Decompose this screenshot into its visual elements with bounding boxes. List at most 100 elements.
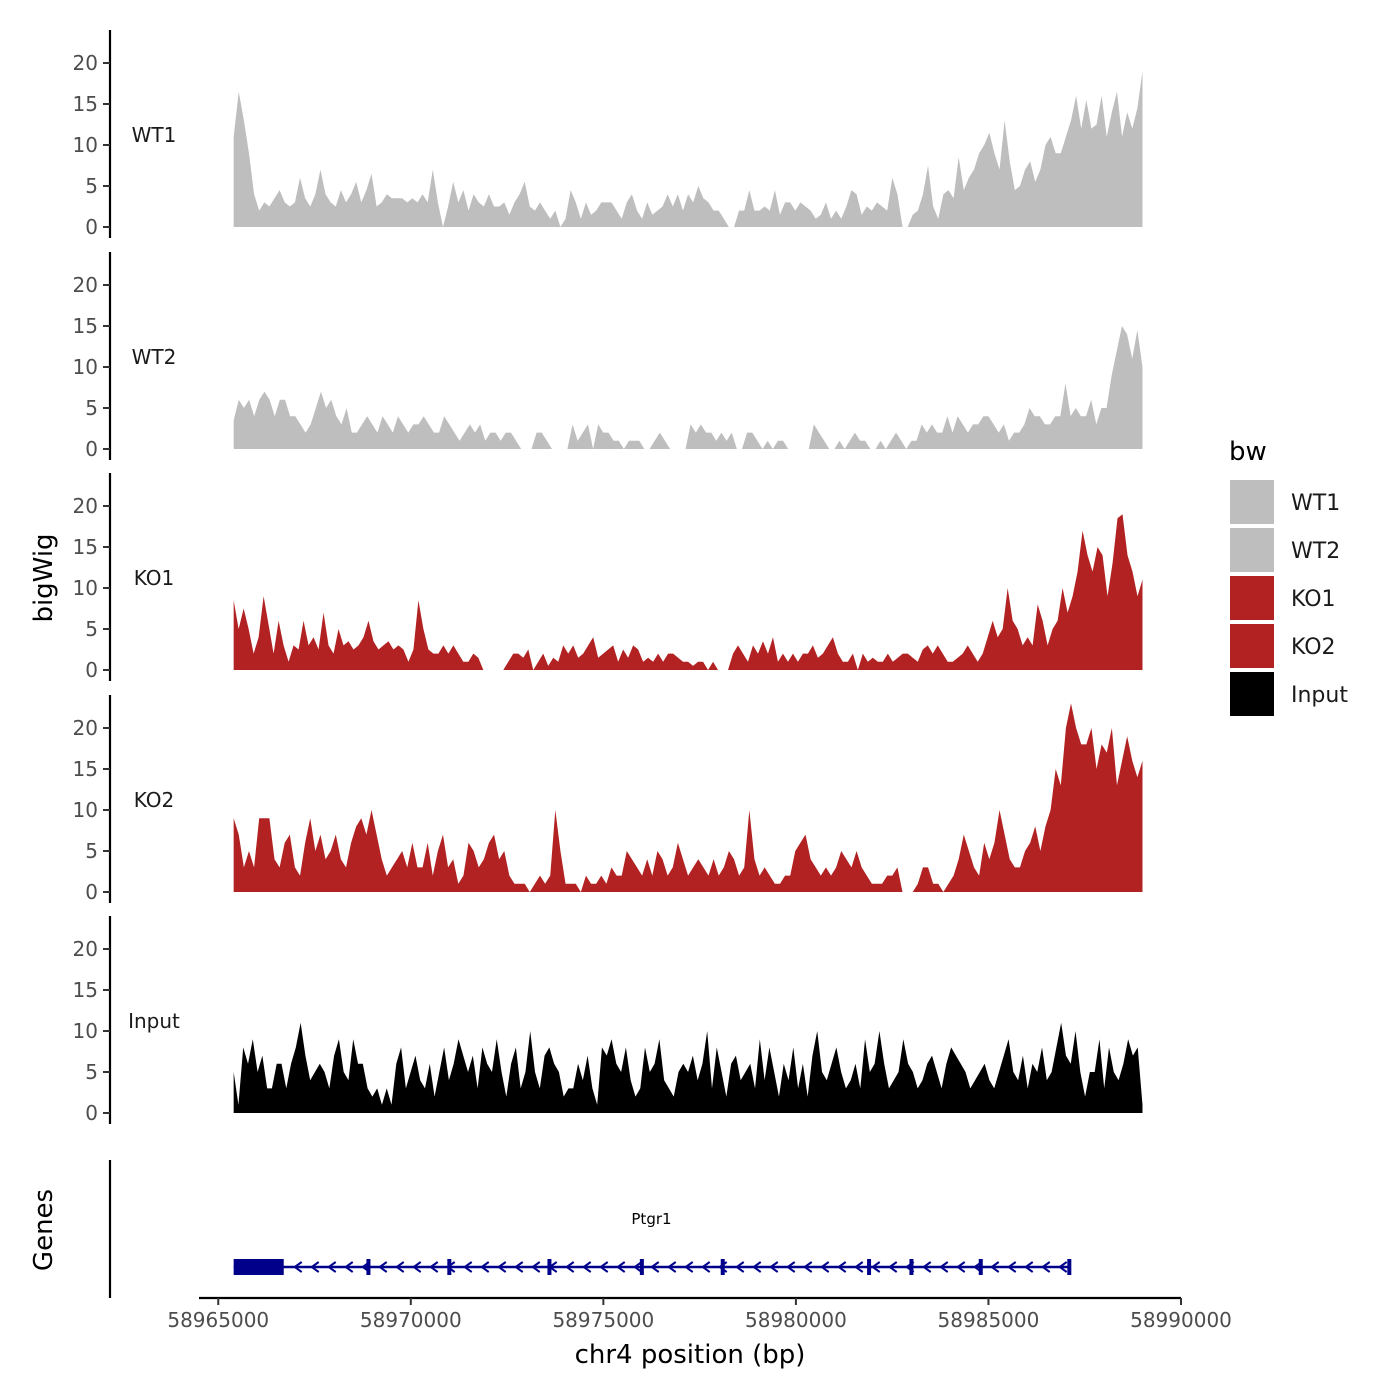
- track-label: WT2: [132, 345, 177, 369]
- strand-arrow: [616, 1261, 626, 1273]
- strand-arrow: [769, 1261, 779, 1273]
- legend-label: KO2: [1291, 635, 1336, 660]
- legend-entry-ko1: KO1: [1230, 576, 1336, 620]
- legend-swatch: [1230, 576, 1274, 620]
- coverage-area-wt1: [233, 71, 1143, 227]
- y-tick-label: 20: [73, 273, 98, 297]
- strand-arrow: [939, 1261, 949, 1273]
- gene-exon: [978, 1259, 983, 1275]
- strand-arrow: [820, 1261, 830, 1273]
- y-tick-label: 15: [73, 757, 98, 781]
- track-panel-input: 0 5 10 15 20 Input: [73, 916, 1143, 1125]
- strand-arrow: [803, 1261, 813, 1273]
- y-tick-label: 15: [73, 92, 98, 116]
- coverage-area-ko2: [233, 703, 1143, 892]
- strand-arrow: [565, 1261, 575, 1273]
- y-tick-label: 10: [73, 355, 98, 379]
- strand-arrow: [633, 1261, 643, 1273]
- gene-exon: [1067, 1259, 1072, 1275]
- strand-arrow: [582, 1261, 592, 1273]
- x-tick-label: 58965000: [167, 1308, 269, 1332]
- strand-arrow: [412, 1261, 422, 1273]
- strand-arrow: [837, 1261, 847, 1273]
- y-tick-label: 10: [73, 798, 98, 822]
- x-tick-label: 58975000: [552, 1308, 654, 1332]
- strand-arrow: [480, 1261, 490, 1273]
- gene-exon: [720, 1259, 725, 1275]
- y-tick-label: 5: [85, 839, 98, 863]
- legend-title: bw: [1229, 437, 1267, 467]
- y-tick-label: 20: [73, 51, 98, 75]
- y-tick-label: 5: [85, 1060, 98, 1084]
- strand-arrow: [650, 1261, 660, 1273]
- y-tick-label: 10: [73, 576, 98, 600]
- strand-arrow: [701, 1261, 711, 1273]
- legend-entry-ko2: KO2: [1230, 624, 1336, 668]
- strand-arrow: [497, 1261, 507, 1273]
- gene-exon: [447, 1259, 452, 1275]
- y-tick-label: 10: [73, 1019, 98, 1043]
- legend: WT1 WT2 KO1 KO2 Input: [1230, 480, 1348, 716]
- strand-arrow: [667, 1261, 677, 1273]
- strand-arrow: [752, 1261, 762, 1273]
- strand-arrow: [1024, 1261, 1034, 1273]
- gene-exon: [639, 1259, 644, 1275]
- strand-arrow: [956, 1261, 966, 1273]
- track-panel-wt1: 0 5 10 15 20 WT1: [73, 30, 1143, 239]
- y-tick-label: 20: [73, 494, 98, 518]
- y-axis-title: bigWig: [29, 533, 59, 622]
- gene-panel: Ptgr1: [108, 1160, 1072, 1298]
- strand-arrow: [429, 1261, 439, 1273]
- y-tick-label: 15: [73, 978, 98, 1002]
- y-tick-label: 0: [85, 1101, 98, 1125]
- y-tick-label: 15: [73, 535, 98, 559]
- y-tick-label: 5: [85, 396, 98, 420]
- y-tick-label: 0: [85, 215, 98, 239]
- track-label: KO2: [134, 788, 175, 812]
- strand-arrow: [599, 1261, 609, 1273]
- genes-axis-title: Genes: [29, 1189, 59, 1271]
- legend-label: WT2: [1291, 539, 1340, 564]
- y-tick-label: 0: [85, 437, 98, 461]
- gene-exon: [909, 1259, 914, 1275]
- y-tick-label: 5: [85, 617, 98, 641]
- legend-entry-input: Input: [1230, 672, 1348, 716]
- strand-arrow: [735, 1261, 745, 1273]
- strand-arrow: [514, 1261, 524, 1273]
- legend-swatch: [1230, 672, 1274, 716]
- strand-arrow: [871, 1261, 881, 1273]
- y-tick-label: 5: [85, 174, 98, 198]
- strand-arrow: [786, 1261, 796, 1273]
- y-tick-label: 20: [73, 937, 98, 961]
- track-panel-ko2: 0 5 10 15 20 KO2: [73, 695, 1143, 904]
- y-tick-label: 20: [73, 716, 98, 740]
- strand-arrow: [395, 1261, 405, 1273]
- strand-arrow: [1058, 1261, 1068, 1273]
- y-tick-label: 15: [73, 314, 98, 338]
- x-axis-title: chr4 position (bp): [575, 1340, 806, 1370]
- strand-arrow: [888, 1261, 898, 1273]
- strand-arrow: [990, 1261, 1000, 1273]
- y-tick-label: 10: [73, 133, 98, 157]
- x-tick-label: 58985000: [938, 1308, 1040, 1332]
- gene-exon: [547, 1259, 552, 1275]
- legend-swatch: [1230, 528, 1274, 572]
- y-tick-label: 0: [85, 658, 98, 682]
- strand-arrow: [378, 1261, 388, 1273]
- coverage-area-ko1: [233, 514, 1143, 670]
- legend-label: Input: [1291, 683, 1348, 708]
- x-tick-label: 58980000: [745, 1308, 847, 1332]
- x-tick-label: 58970000: [360, 1308, 462, 1332]
- gene-exon: [867, 1259, 872, 1275]
- track-label: Input: [128, 1009, 180, 1033]
- strand-arrow: [922, 1261, 932, 1273]
- track-panel-ko1: 0 5 10 15 20 KO1: [73, 473, 1143, 682]
- x-tick-label: 58990000: [1130, 1308, 1232, 1332]
- gene-utr-block: [233, 1259, 284, 1275]
- legend-entry-wt1: WT1: [1230, 480, 1340, 524]
- gene-exon: [366, 1259, 371, 1275]
- legend-entry-wt2: WT2: [1230, 528, 1340, 572]
- coverage-area-wt2: [233, 326, 1143, 449]
- legend-label: WT1: [1291, 491, 1340, 516]
